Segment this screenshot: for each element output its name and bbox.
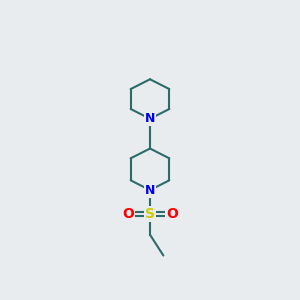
Text: O: O <box>122 207 134 221</box>
Text: O: O <box>167 207 178 221</box>
Text: S: S <box>145 207 155 221</box>
Text: N: N <box>145 184 155 196</box>
Text: N: N <box>145 112 155 125</box>
